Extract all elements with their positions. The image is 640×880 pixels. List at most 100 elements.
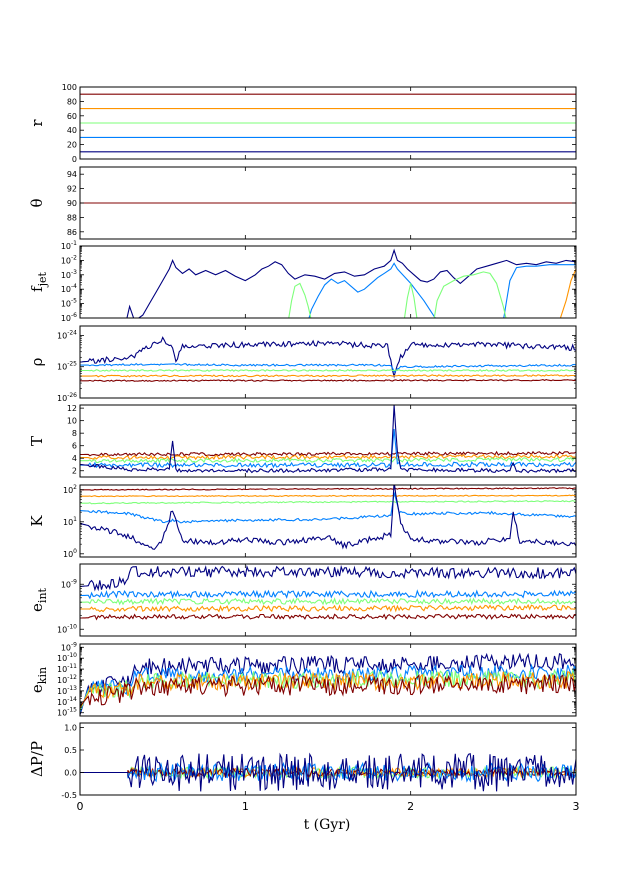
panel-eint-frame (79, 563, 577, 637)
panel-ekin-tick-label: 10-14 (57, 696, 77, 707)
panel-T: 2 4 6 8 10 12 T (28, 404, 577, 478)
panel-ekin-series-4 (80, 673, 576, 707)
panel-rho-series-2 (80, 368, 576, 372)
panel-theta-ylabel: θ (28, 198, 46, 207)
panel-eint-lines (80, 564, 576, 621)
panel-ekin-tick-label: 10-15 (57, 707, 77, 718)
panel-T-tick-label: 8 (72, 429, 77, 438)
panel-r-tick-label: 40 (67, 126, 77, 135)
panel-K-series-0 (80, 487, 576, 491)
panel-fjet-frame (79, 245, 577, 319)
panel-rho-ylabel: ρ (28, 357, 46, 366)
panel-r-tick-label: 100 (62, 83, 77, 92)
panel-rho-series-1 (80, 362, 576, 373)
panel-fjet-tick-label: 10-5 (61, 298, 77, 309)
x-tick-label: 2 (407, 800, 414, 813)
panel-dpp-tick-label: 0.5 (64, 746, 77, 755)
panel-eint-series-1 (80, 589, 576, 600)
panel-fjet-series-2 (503, 264, 576, 318)
panel-fjet-series-4 (403, 283, 418, 318)
panel-T-tick-label: 2 (72, 467, 77, 476)
panel-dpp-lines (80, 752, 576, 792)
panel-K-series-2 (80, 499, 576, 505)
panel-fjet-series-1 (308, 262, 436, 318)
panel-theta-tick-label: 92 (67, 185, 77, 194)
panel-fjet-tick-label: 10-1 (61, 240, 77, 251)
panel-fjet-lines (126, 248, 576, 318)
panel-T-series-0 (80, 450, 576, 457)
panel-r-frame (79, 86, 577, 160)
panel-fjet-ylabel: fjet (28, 271, 49, 291)
panel-ekin-tick-label: 10-13 (57, 685, 77, 696)
panel-eint-series-4 (80, 613, 576, 621)
panel-fjet-tick-label: 10-6 (61, 312, 77, 323)
panel-rho-series-4 (80, 379, 576, 382)
x-tick-label: 3 (573, 800, 580, 813)
panel-ekin-series-0 (80, 652, 576, 716)
panel-ekin-tick-label: 10-10 (57, 652, 77, 663)
panel-r-ylabel: r (28, 119, 46, 127)
panel-rho: 10-26 10-25 10-24 ρ (28, 325, 577, 403)
panel-dpp-series-4 (80, 752, 576, 792)
panel-T-tick-label: 6 (72, 442, 77, 451)
panel-K-tick-label: 101 (63, 516, 77, 527)
panel-K-series-3 (80, 492, 576, 524)
panel-r-tick-label: 0 (72, 155, 77, 164)
panel-K-series-1 (80, 494, 576, 498)
x-tick-label: 0 (77, 800, 84, 813)
panel-dpp-frame (79, 722, 577, 796)
panel-K-tick-label: 100 (63, 548, 77, 559)
panel-dpp-tick-label: 1.0 (64, 724, 77, 733)
panel-T-series-1 (80, 453, 576, 461)
panel-rho-frame (79, 325, 577, 399)
panel-T-tick-label: 12 (67, 404, 77, 413)
panel-fjet-series-6 (559, 268, 576, 318)
panel-ekin-ylabel-sub: kin (36, 667, 49, 684)
panel-rho-series-3 (80, 374, 576, 378)
panel-eint-tick-label: 10-10 (57, 623, 77, 634)
panel-ekin-series-1 (80, 663, 576, 713)
panel-r-tick-label: 80 (67, 97, 77, 106)
panel-T-series-2 (80, 456, 576, 464)
panel-K: 100 101 102 K (28, 484, 577, 559)
panel-eint-series-2 (80, 597, 576, 606)
panel-theta-tick-label: 88 (67, 213, 77, 222)
panel-T-tick-label: 10 (67, 417, 77, 426)
panel-theta-tick-label: 90 (67, 199, 77, 208)
panel-K-series-4 (80, 485, 576, 550)
panel-ekin-tick-label: 10-11 (57, 663, 77, 674)
panel-eint-series-3 (80, 603, 576, 613)
panel-ekin-ylabel: ekin (28, 667, 49, 693)
panel-dpp-tick-label: 0.0 (64, 769, 77, 778)
panel-fjet-tick-label: 10-2 (61, 254, 77, 265)
panel-K-ylabel: K (28, 515, 46, 527)
panel-T-series-3 (80, 429, 576, 469)
panel-K-frame (79, 484, 577, 558)
panel-rho-tick-label: 10-25 (57, 361, 77, 372)
panel-r-tick-label: 20 (67, 141, 77, 150)
panel-eint: 10-10 10-9 eint (28, 563, 577, 637)
panel-ekin-tick-label: 10-12 (57, 674, 77, 685)
panel-T-tick-label: 4 (72, 454, 77, 463)
panel-theta-tick-label: 86 (67, 228, 77, 237)
panel-T-ylabel: T (28, 436, 46, 446)
panel-T-frame (79, 404, 577, 478)
panel-dpp: -0.5 0.0 0.5 1.0 ΔP/P (28, 722, 577, 800)
panel-rho-tick-label: 10-24 (57, 329, 77, 340)
panel-fjet-tick-label: 10-4 (61, 283, 77, 294)
panel-ekin-tick-label: 10-9 (61, 641, 77, 652)
panel-rho-series-0 (80, 336, 576, 379)
x-axis-label: t (Gyr) (304, 817, 351, 833)
panel-dpp-ylabel: ΔP/P (28, 741, 46, 777)
panel-K-lines (80, 485, 576, 550)
panel-fjet-series-3 (288, 282, 312, 318)
panel-rho-lines (80, 336, 576, 382)
x-tick-label: 1 (242, 800, 249, 813)
panel-K-tick-label: 102 (63, 484, 77, 495)
panel-r-lines (80, 93, 576, 153)
panel-rho-tick-label: 10-26 (57, 392, 77, 403)
panel-eint-series-0 (80, 564, 576, 592)
panel-T-series-4 (80, 405, 576, 474)
panel-dpp-tick-label: -0.5 (61, 791, 77, 800)
